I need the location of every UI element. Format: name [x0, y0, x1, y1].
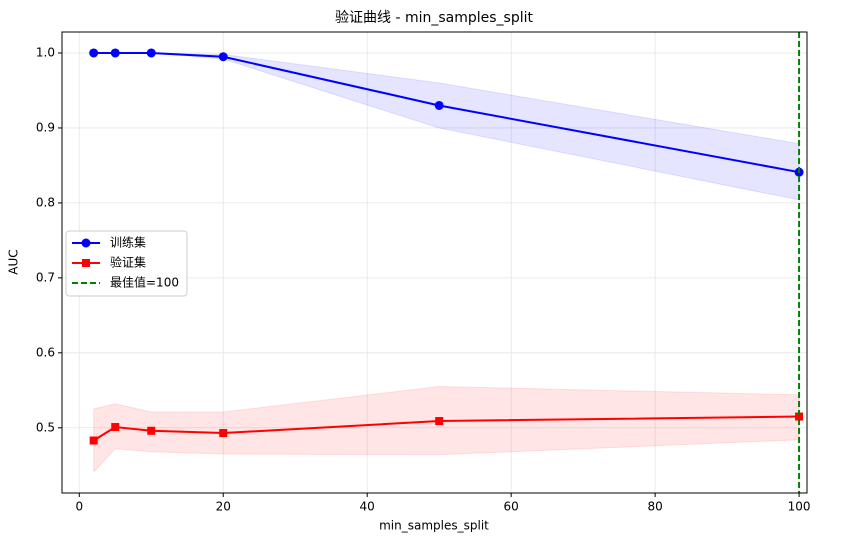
legend-box: [65, 230, 188, 297]
marker: [89, 48, 99, 58]
marker: [434, 100, 444, 110]
x-tick-label: 0: [75, 500, 83, 514]
y-tick-label: 1.0: [36, 45, 55, 59]
x-tick-label: 40: [360, 500, 375, 514]
legend-label: 训练集: [110, 235, 146, 250]
marker: [89, 436, 98, 445]
legend-label: 最佳值=100: [110, 275, 179, 290]
marker: [111, 423, 120, 432]
marker: [795, 412, 804, 421]
y-tick-label: 0.8: [36, 195, 55, 209]
legend-marker: [81, 238, 91, 248]
x-tick-label: 60: [504, 500, 519, 514]
x-tick-label: 80: [647, 500, 662, 514]
marker: [218, 52, 228, 62]
marker: [147, 426, 156, 435]
legend-label: 验证集: [110, 255, 146, 270]
marker: [146, 48, 156, 58]
marker: [219, 429, 228, 438]
chart-title: 验证曲线 - min_samples_split: [335, 10, 534, 26]
y-tick-label: 0.6: [36, 345, 55, 359]
x-tick-label: 100: [788, 500, 811, 514]
x-tick-label: 20: [216, 500, 231, 514]
x-axis-label: min_samples_split: [379, 519, 489, 533]
marker: [435, 417, 444, 426]
plot-frame: [61, 31, 808, 494]
y-tick-label: 0.7: [36, 270, 55, 284]
marker: [110, 48, 120, 58]
legend-marker: [82, 259, 90, 267]
y-tick-label: 0.9: [36, 120, 55, 134]
y-tick-label: 0.5: [36, 420, 55, 434]
y-axis-label: AUC: [7, 249, 21, 274]
